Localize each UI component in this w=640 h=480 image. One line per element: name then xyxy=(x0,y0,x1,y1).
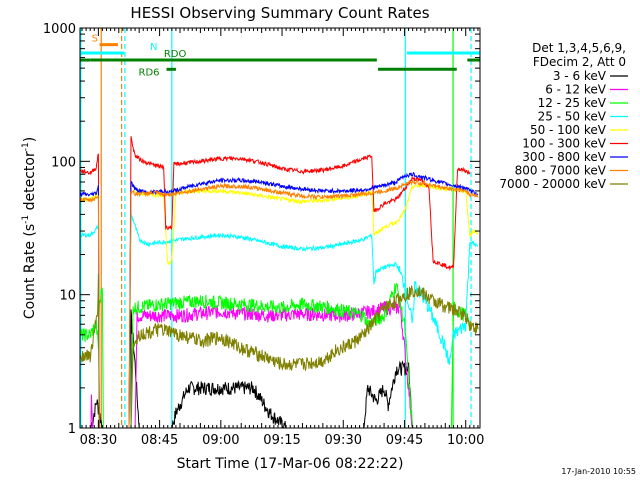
series-line-7 xyxy=(79,179,479,429)
series-line-6 xyxy=(79,171,479,429)
x-tick-label-2: 09:00 xyxy=(202,433,239,448)
y-axis-label-part2: detector xyxy=(22,151,38,215)
x-tick-label-6: 10:00 xyxy=(447,433,484,448)
state-bar-label-6: RD6 xyxy=(139,67,160,78)
y-axis-label-sup2: -1 xyxy=(21,142,31,151)
x-tick-label-3: 09:15 xyxy=(263,433,300,448)
chart-title: HESSI Observing Summary Count Rates xyxy=(130,4,429,22)
legend-entry-7: 800 - 7000 keV xyxy=(515,164,607,178)
legend-entry-5: 100 - 300 keV xyxy=(522,137,606,151)
instrument-vlines xyxy=(80,28,472,428)
y-axis-label: Count Rate (s-1 detector-1) xyxy=(21,137,38,319)
series-line-2 xyxy=(79,283,471,429)
legend-entry-0: 3 - 6 keV xyxy=(553,69,607,83)
legend-entry-2: 12 - 25 keV xyxy=(538,96,607,110)
plot-frame xyxy=(79,27,481,429)
legend: Det 1,3,4,5,6,9, FDecim 2, Att 0 3 - 6 k… xyxy=(499,41,628,191)
y-tick-label-3: 1000 xyxy=(43,22,76,37)
series-lines xyxy=(79,136,480,429)
state-bars: S N RDO RD6 xyxy=(80,34,480,78)
x-tick-label-0: 08:30 xyxy=(80,433,117,448)
legend-entry-4: 50 - 100 keV xyxy=(530,123,607,137)
x-tick-label-4: 09:30 xyxy=(325,433,362,448)
x-tick-label-5: 09:45 xyxy=(386,433,423,448)
legend-header-line2: FDecim 2, Att 0 xyxy=(533,55,626,69)
series-line-8 xyxy=(79,273,479,429)
series-line-4 xyxy=(79,181,479,429)
state-bar-label-1: N xyxy=(150,42,157,53)
x-tick-label-1: 08:45 xyxy=(141,433,178,448)
x-axis-label: Start Time (17-Mar-06 08:22:22) xyxy=(177,456,404,472)
legend-entry-8: 7000 - 20000 keV xyxy=(499,177,606,191)
legend-entry-1: 6 - 12 keV xyxy=(545,83,607,97)
y-tick-label-0: 1 xyxy=(68,422,76,437)
state-bar-label-0: S xyxy=(92,34,98,45)
legend-entry-3: 25 - 50 keV xyxy=(538,110,607,124)
legend-entry-6: 300 - 800 keV xyxy=(522,150,606,164)
series-line-5 xyxy=(79,136,471,429)
axes: 08:30 08:45 09:00 09:15 09:30 09:45 10:00 1 10 10… xyxy=(43,22,485,448)
y-tick-label-2: 100 xyxy=(51,155,76,170)
legend-header-line1: Det 1,3,4,5,6,9, xyxy=(532,41,626,55)
footer-date: 17-Jan-2010 10:55 xyxy=(561,467,636,476)
state-bar-label-5: RDO xyxy=(164,49,187,60)
y-tick-label-1: 10 xyxy=(59,289,76,304)
y-axis-label-sup1: -1 xyxy=(21,215,31,224)
series-line-3 xyxy=(79,213,479,429)
y-axis-label-part1: Count Rate (s xyxy=(22,224,38,319)
y-axis-label-part3: ) xyxy=(22,137,38,142)
